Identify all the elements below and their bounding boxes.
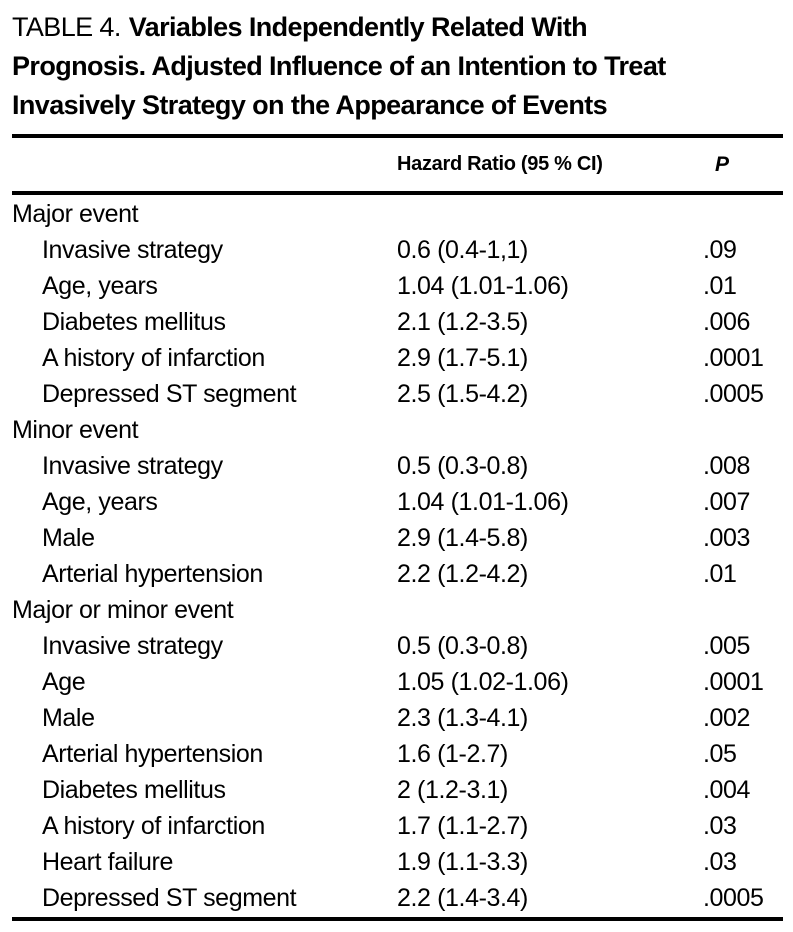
variable-cell: Invasive strategy <box>42 235 223 264</box>
hazard-ratio-cell: 2.9 (1.7-5.1) <box>397 343 528 372</box>
hazard-ratio-cell: 2.2 (1.2-4.2) <box>397 559 528 588</box>
hazard-ratio-cell: 1.04 (1.01-1.06) <box>397 271 569 300</box>
p-value-column-header: P <box>715 152 729 176</box>
bottom-rule <box>12 917 783 921</box>
table-row: A history of infarction 1.7 (1.1-2.7) .03 <box>12 808 783 844</box>
variable-cell: Depressed ST segment <box>42 883 297 912</box>
hazard-ratio-cell: 2.3 (1.3-4.1) <box>397 703 528 732</box>
variable-cell: Invasive strategy <box>42 451 223 480</box>
table-row: Invasive strategy 0.5 (0.3-0.8) .008 <box>12 448 783 484</box>
hazard-ratio-cell: 0.5 (0.3-0.8) <box>397 451 528 480</box>
p-value-cell: .03 <box>703 847 737 876</box>
table-title-line-1: TABLE 4. Variables Independently Related … <box>12 8 783 47</box>
hazard-ratio-cell: 1.05 (1.02-1.06) <box>397 667 569 696</box>
variable-cell: Male <box>42 523 95 552</box>
p-value-cell: .007 <box>703 487 751 516</box>
hazard-ratio-cell: 2.9 (1.4-5.8) <box>397 523 528 552</box>
p-value-cell: .0005 <box>703 379 764 408</box>
table-title-text-1: Variables Independently Related With <box>128 12 588 42</box>
section-label: Minor event <box>12 415 139 444</box>
section-header-row: Minor event <box>12 412 783 448</box>
p-value-cell: .0001 <box>703 667 764 696</box>
table-row: Heart failure 1.9 (1.1-3.3) .03 <box>12 844 783 880</box>
table-row: Age 1.05 (1.02-1.06) .0001 <box>12 664 783 700</box>
variable-cell: Invasive strategy <box>42 631 223 660</box>
variable-cell: A history of infarction <box>42 811 265 840</box>
p-value-cell: .004 <box>703 775 751 804</box>
p-value-cell: .006 <box>703 307 751 336</box>
hazard-ratio-cell: 0.6 (0.4-1,1) <box>397 235 528 264</box>
table-number-label: TABLE 4. <box>12 12 121 42</box>
table-row: Depressed ST segment 2.2 (1.4-3.4) .0005 <box>12 880 783 916</box>
p-value-cell: .01 <box>703 559 737 588</box>
p-value-cell: .005 <box>703 631 751 660</box>
variable-cell: Diabetes mellitus <box>42 775 226 804</box>
table-title-line-3: Invasively Strategy on the Appearance of… <box>12 90 608 120</box>
hazard-ratio-cell: 1.6 (1-2.7) <box>397 739 508 768</box>
p-value-cell: .002 <box>703 703 751 732</box>
variable-cell: Heart failure <box>42 847 173 876</box>
p-value-cell: .003 <box>703 523 751 552</box>
variable-cell: Arterial hypertension <box>42 559 263 588</box>
section-label: Major event <box>12 199 139 228</box>
variable-cell: Arterial hypertension <box>42 739 263 768</box>
p-value-cell: .0005 <box>703 883 764 912</box>
section-header-row: Major or minor event <box>12 592 783 628</box>
hazard-ratio-cell: 1.7 (1.1-2.7) <box>397 811 528 840</box>
hazard-ratio-column-header: Hazard Ratio (95 % CI) <box>397 153 603 175</box>
table-row: Depressed ST segment 2.5 (1.5-4.2) .0005 <box>12 376 783 412</box>
table-title: TABLE 4. Variables Independently Related … <box>12 8 783 125</box>
table-row: Invasive strategy 0.6 (0.4-1,1) .09 <box>12 232 783 268</box>
variable-cell: Age <box>42 667 86 696</box>
table-row: Male 2.9 (1.4-5.8) .003 <box>12 520 783 556</box>
table-title-line-2: Prognosis. Adjusted Influence of an Inte… <box>12 51 666 81</box>
hazard-ratio-cell: 2 (1.2-3.1) <box>397 775 508 804</box>
hazard-ratio-cell: 2.5 (1.5-4.2) <box>397 379 528 408</box>
variable-cell: Age, years <box>42 487 158 516</box>
table-row: Age, years 1.04 (1.01-1.06) .01 <box>12 268 783 304</box>
p-value-cell: .09 <box>703 235 737 264</box>
table-row: Diabetes mellitus 2 (1.2-3.1) .004 <box>12 772 783 808</box>
hazard-ratio-cell: 1.9 (1.1-3.3) <box>397 847 528 876</box>
table-row: Arterial hypertension 1.6 (1-2.7) .05 <box>12 736 783 772</box>
hazard-ratio-cell: 0.5 (0.3-0.8) <box>397 631 528 660</box>
table-row: Age, years 1.04 (1.01-1.06) .007 <box>12 484 783 520</box>
variable-cell: Age, years <box>42 271 158 300</box>
table-row: A history of infarction 2.9 (1.7-5.1) .000… <box>12 340 783 376</box>
p-value-cell: .01 <box>703 271 737 300</box>
variable-cell: A history of infarction <box>42 343 265 372</box>
hazard-ratio-cell: 1.04 (1.01-1.06) <box>397 487 569 516</box>
variable-cell: Diabetes mellitus <box>42 307 226 336</box>
p-value-cell: .008 <box>703 451 751 480</box>
table-header-row: Hazard Ratio (95 % CI) P <box>12 138 783 191</box>
p-value-cell: .0001 <box>703 343 764 372</box>
p-value-cell: .03 <box>703 811 737 840</box>
header-rule <box>12 191 783 195</box>
table-row: Diabetes mellitus 2.1 (1.2-3.5) .006 <box>12 304 783 340</box>
table-body: Major event Invasive strategy 0.6 (0.4-1,1… <box>12 195 783 916</box>
variable-cell: Depressed ST segment <box>42 379 297 408</box>
variable-cell: Male <box>42 703 95 732</box>
table-row: Arterial hypertension 2.2 (1.2-4.2) .01 <box>12 556 783 592</box>
table-row: Male 2.3 (1.3-4.1) .002 <box>12 700 783 736</box>
section-header-row: Major event <box>12 196 783 232</box>
table-row: Invasive strategy 0.5 (0.3-0.8) .005 <box>12 628 783 664</box>
section-label: Major or minor event <box>12 595 234 624</box>
p-value-cell: .05 <box>703 739 737 768</box>
hazard-ratio-cell: 2.2 (1.4-3.4) <box>397 883 528 912</box>
hazard-ratio-cell: 2.1 (1.2-3.5) <box>397 307 528 336</box>
top-rule <box>12 134 783 138</box>
